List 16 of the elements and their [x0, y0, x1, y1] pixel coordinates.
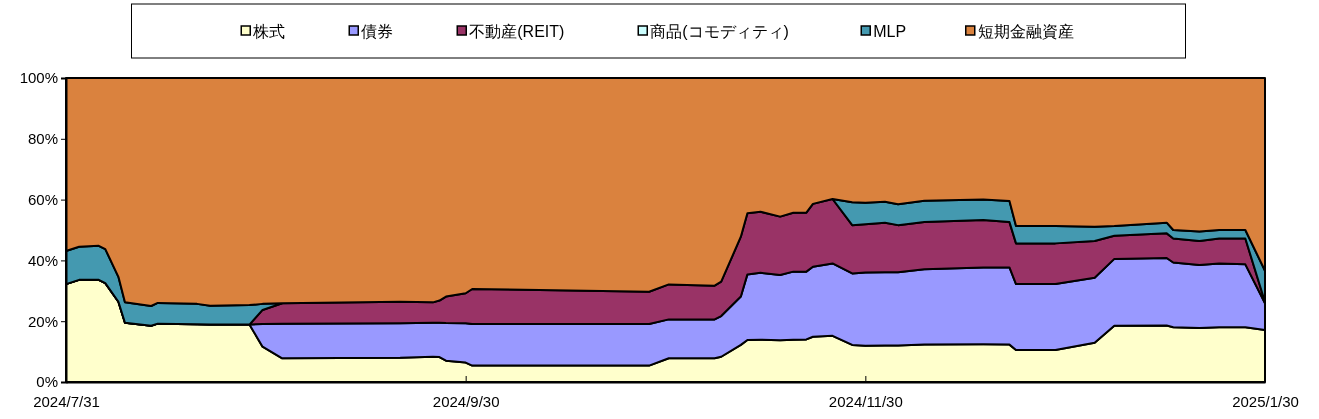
x-tick-label: 2024/7/31 [33, 392, 100, 410]
legend-label: 短期金融資産 [977, 23, 1074, 40]
y-tick-label: 0% [36, 373, 58, 391]
legend-label: 不動産(REIT) [469, 23, 565, 40]
x-tick-label: 2024/11/30 [828, 392, 903, 410]
legend-label: 株式 [252, 23, 286, 40]
y-tick-label: 100% [19, 69, 58, 87]
legend-label: MLP [873, 23, 907, 40]
x-tick-label: 2025/1/30 [1232, 392, 1299, 410]
y-tick-label: 80% [27, 130, 58, 148]
y-tick-label: 40% [27, 251, 58, 269]
y-tick-label: 60% [27, 190, 58, 208]
legend-label: 商品(コモディティ) [650, 23, 789, 40]
legend-label: 債券 [361, 23, 394, 40]
y-tick-label: 20% [27, 312, 58, 330]
x-tick-label: 2024/9/30 [432, 392, 500, 410]
